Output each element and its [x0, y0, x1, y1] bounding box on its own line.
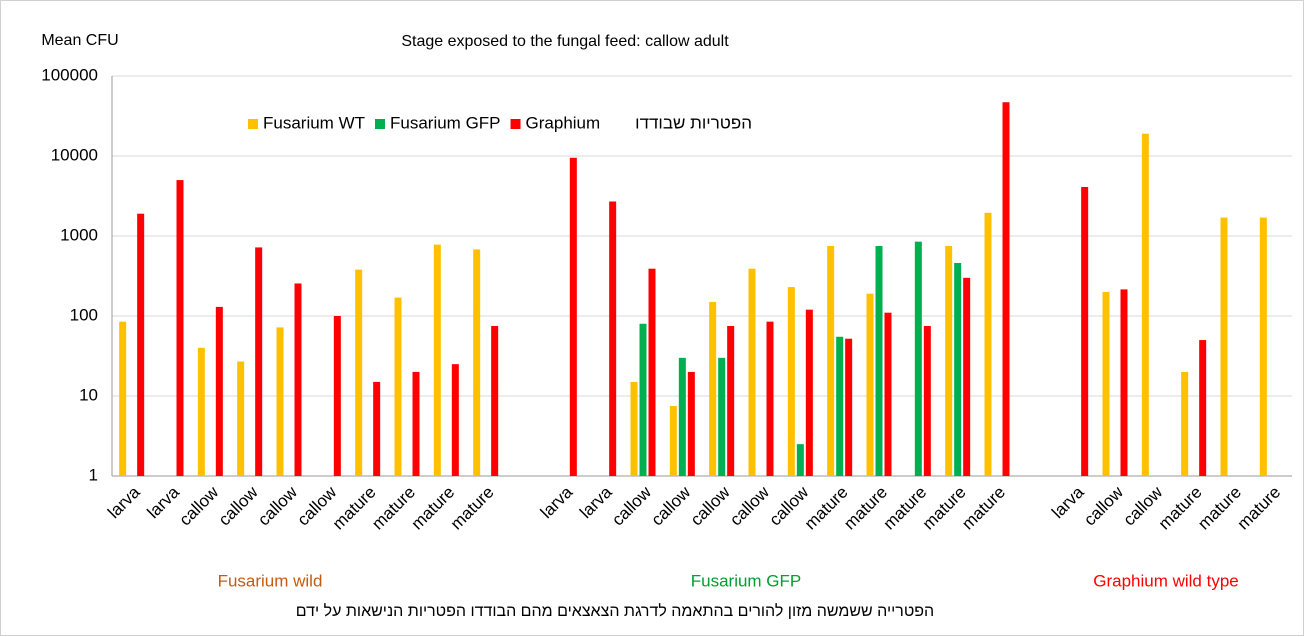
bar — [569, 157, 577, 476]
bar — [197, 347, 205, 476]
bar — [1102, 291, 1110, 476]
chart-title: Stage exposed to the fungal feed: callow… — [401, 33, 729, 50]
bar — [954, 262, 962, 476]
y-tick-label: 10000 — [51, 145, 98, 164]
bar — [914, 241, 922, 476]
legend-swatch — [248, 119, 258, 129]
bar — [639, 323, 647, 476]
y-tick-label: 10 — [79, 385, 98, 404]
bar — [394, 297, 402, 476]
y-axis-label: Mean CFU — [41, 32, 118, 49]
bar — [630, 381, 638, 476]
y-tick-label: 1000 — [60, 225, 98, 244]
bar — [766, 321, 774, 476]
bar — [687, 371, 695, 476]
group-label: Graphium wild type — [1093, 571, 1239, 590]
group-label: Fusarium wild — [218, 571, 323, 590]
bar — [451, 364, 459, 476]
bar — [709, 301, 717, 476]
bar — [294, 283, 302, 476]
bar — [836, 336, 844, 476]
x-axis-label: הפטרייה ששמשה מזון להורים בהתאמה לדרגת ה… — [296, 602, 934, 620]
y-tick-label: 100 — [70, 305, 98, 324]
bar — [355, 269, 363, 476]
bar — [866, 293, 874, 476]
legend-label: Graphium — [526, 113, 601, 132]
bar — [137, 213, 145, 476]
bar — [1181, 371, 1189, 476]
bar — [727, 325, 735, 476]
legend-label: Fusarium GFP — [390, 113, 501, 132]
bar — [718, 357, 726, 476]
bar — [1259, 217, 1267, 476]
bar — [648, 268, 656, 476]
bar — [276, 327, 284, 476]
bar — [176, 180, 184, 476]
bar — [433, 244, 441, 476]
legend-swatch — [375, 119, 385, 129]
bar — [845, 338, 853, 476]
bar — [669, 405, 677, 476]
bar — [1002, 102, 1010, 476]
bar — [412, 371, 420, 476]
bar — [748, 268, 756, 476]
legend-label: Fusarium WT — [263, 113, 365, 132]
bar — [1081, 186, 1089, 476]
bar — [1120, 289, 1128, 476]
bar — [827, 245, 835, 476]
bar — [805, 309, 813, 476]
bar — [1220, 217, 1228, 476]
legend-title: הפטריות שבודדו — [635, 113, 752, 132]
bar — [237, 361, 245, 476]
bar — [491, 325, 499, 476]
legend-swatch — [510, 119, 521, 129]
bar — [963, 277, 971, 476]
bar — [787, 287, 795, 476]
bar — [796, 444, 804, 476]
group-label: Fusarium GFP — [691, 571, 802, 590]
bar — [884, 312, 892, 476]
bar — [945, 245, 953, 476]
bar — [215, 306, 223, 476]
bar — [984, 212, 992, 476]
bar — [923, 325, 931, 476]
bar — [609, 201, 617, 476]
y-tick-label: 100000 — [41, 65, 98, 84]
bar — [1199, 340, 1207, 476]
bar — [1141, 133, 1149, 476]
bar — [119, 321, 127, 476]
y-tick-label: 1 — [89, 465, 98, 484]
bar — [255, 247, 263, 476]
bar — [678, 357, 686, 476]
bar — [473, 249, 481, 476]
bar — [373, 381, 381, 476]
bar — [875, 245, 883, 476]
bar — [333, 316, 341, 476]
